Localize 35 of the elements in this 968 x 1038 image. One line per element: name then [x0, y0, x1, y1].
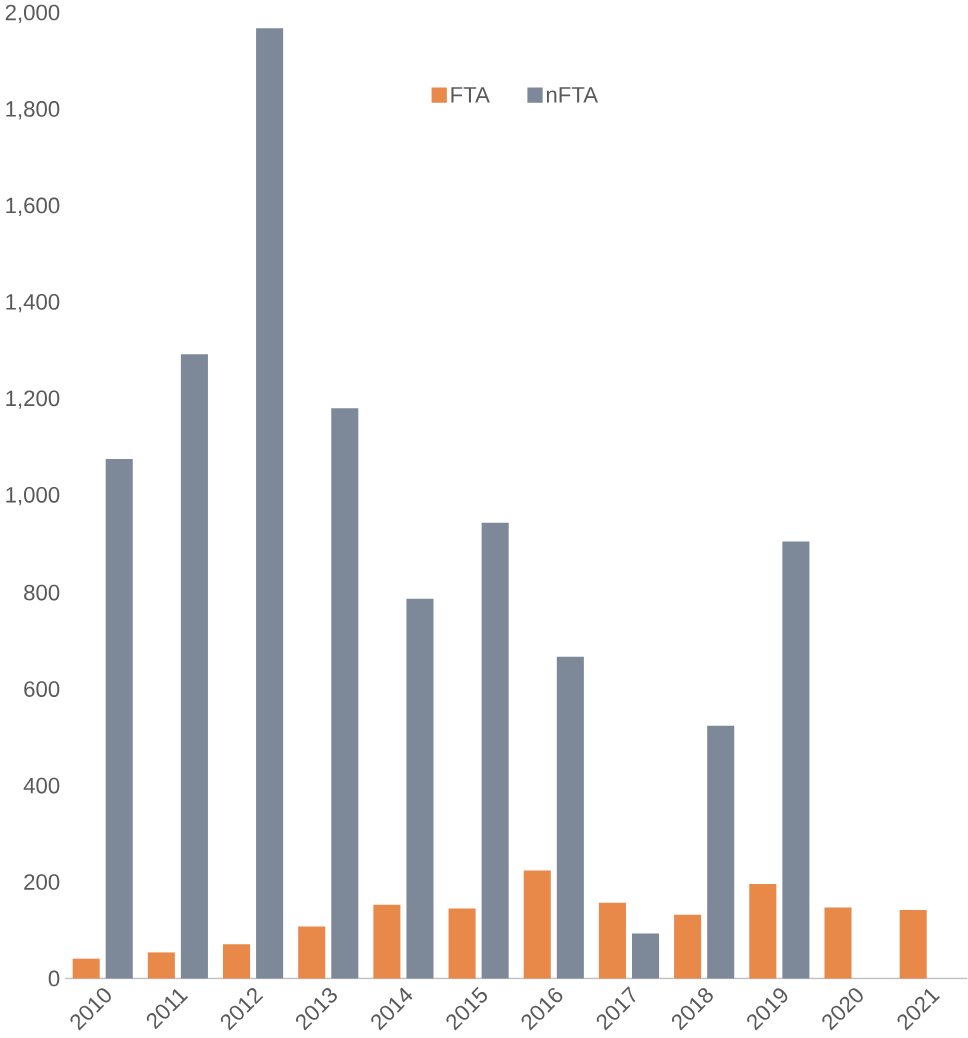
bar — [598, 902, 626, 979]
bar — [782, 541, 810, 979]
bar — [105, 458, 133, 979]
bar — [556, 656, 584, 979]
y-tick-label: 1,800 — [6, 101, 60, 120]
bar — [331, 408, 359, 979]
bar — [523, 870, 551, 979]
y-tick-label: 1,600 — [6, 197, 60, 216]
y-tick-label: 600 — [24, 681, 60, 697]
y-tick-label: 200 — [24, 874, 60, 890]
bar — [406, 598, 434, 979]
bar — [180, 354, 208, 979]
bar — [147, 952, 175, 979]
bar — [373, 904, 401, 979]
y-tick-label: 1,400 — [6, 294, 60, 313]
bar — [481, 522, 509, 979]
bar — [824, 907, 852, 979]
bar — [674, 914, 702, 979]
bar — [448, 908, 476, 979]
bar — [222, 944, 251, 979]
bar — [256, 28, 284, 979]
bar — [707, 725, 735, 979]
y-tick-label: 1,200 — [6, 390, 60, 409]
bar — [631, 933, 660, 979]
y-tick-label: 400 — [23, 777, 60, 794]
bar — [899, 909, 927, 979]
y-tick-label: 0 — [48, 970, 60, 987]
bar — [72, 958, 100, 979]
y-tick-label: 800 — [24, 584, 60, 601]
y-tick-label: 2,000 — [5, 4, 60, 23]
legend-label: FTA — [451, 87, 490, 103]
y-tick-label: 1,000 — [6, 486, 60, 506]
bar — [298, 926, 326, 979]
legend-label: nFTA — [546, 87, 599, 103]
bar — [749, 883, 777, 979]
